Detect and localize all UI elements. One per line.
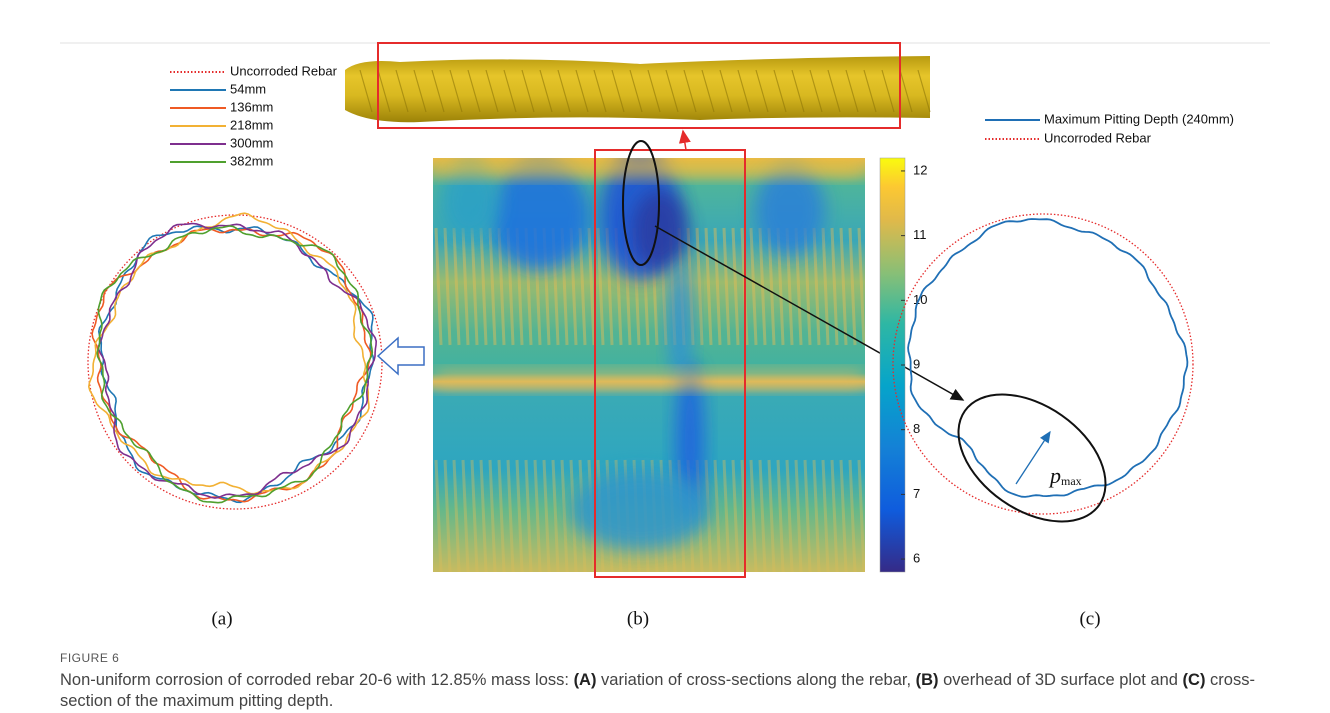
colorbar-tick-label: 11 bbox=[913, 227, 927, 242]
uncorroded-outline bbox=[893, 214, 1193, 514]
legend-label: 54mm bbox=[230, 81, 266, 96]
cross-section bbox=[89, 213, 369, 494]
colorbar-tick-label: 8 bbox=[913, 421, 920, 436]
heatmap-band bbox=[433, 372, 865, 388]
max-pit-section bbox=[908, 219, 1187, 497]
legend-label: Uncorroded Rebar bbox=[1044, 130, 1152, 145]
page: Figure 6 {"figure": { "panel_a": {"legen… bbox=[0, 0, 1330, 713]
colorbar-tick-label: 6 bbox=[913, 551, 920, 566]
hollow-arrow bbox=[378, 338, 424, 374]
colorbar-tick-label: 7 bbox=[913, 486, 920, 501]
figure-number: FIGURE 6 bbox=[60, 651, 119, 665]
heatmap-region bbox=[755, 165, 825, 255]
heatmap-band bbox=[433, 158, 865, 176]
legend-label: Maximum Pitting Depth (240mm) bbox=[1044, 111, 1234, 126]
caption: Non-uniform corrosion of corroded rebar … bbox=[60, 670, 1300, 712]
panel-label: (c) bbox=[1079, 608, 1100, 629]
heatmap-region bbox=[632, 190, 688, 270]
symbol: p bbox=[1048, 463, 1061, 488]
caption-panel-ref: (A) bbox=[574, 671, 597, 689]
cross-section bbox=[99, 226, 374, 502]
colorbar-tick-label: 12 bbox=[913, 162, 927, 177]
caption-panel-ref: (C) bbox=[1183, 671, 1206, 689]
legend-label: 136mm bbox=[230, 99, 273, 114]
subscript: max bbox=[1061, 474, 1082, 488]
pmax-annotation: pmax bbox=[1048, 463, 1082, 488]
colorbar-tick-label: 9 bbox=[913, 356, 920, 371]
pit-marker bbox=[935, 368, 1129, 547]
pmax-arrow bbox=[1016, 432, 1050, 484]
legend-label: Uncorroded Rebar bbox=[230, 63, 338, 78]
uncorroded-outline bbox=[88, 215, 382, 509]
heatmap-region bbox=[490, 160, 590, 270]
legend-label: 300mm bbox=[230, 135, 273, 150]
figure: (a) (b) (c) pmax Uncorroded Rebar 54mm 136… bbox=[0, 0, 1330, 713]
caption-text: variation of cross-sections along the re… bbox=[596, 671, 915, 689]
colorbar-tick-label: 10 bbox=[913, 292, 927, 307]
caption-text: Non-uniform corrosion of corroded rebar … bbox=[60, 671, 574, 689]
heatmap-region bbox=[570, 470, 710, 550]
surface-heatmap bbox=[433, 150, 865, 572]
panel-label: (a) bbox=[211, 608, 232, 629]
figure-page: (a) (b) (c) pmax Uncorroded Rebar 54mm 136… bbox=[0, 0, 1330, 713]
caption-text: overhead of 3D surface plot and bbox=[939, 671, 1183, 689]
caption-panel-ref: (B) bbox=[916, 671, 939, 689]
legend-label: 382mm bbox=[230, 153, 273, 168]
heatmap-region bbox=[668, 260, 692, 380]
legend-label: 218mm bbox=[230, 117, 273, 132]
rebar-surface bbox=[345, 56, 930, 122]
connector-arrow bbox=[683, 131, 686, 150]
panel-label: (b) bbox=[627, 608, 649, 629]
